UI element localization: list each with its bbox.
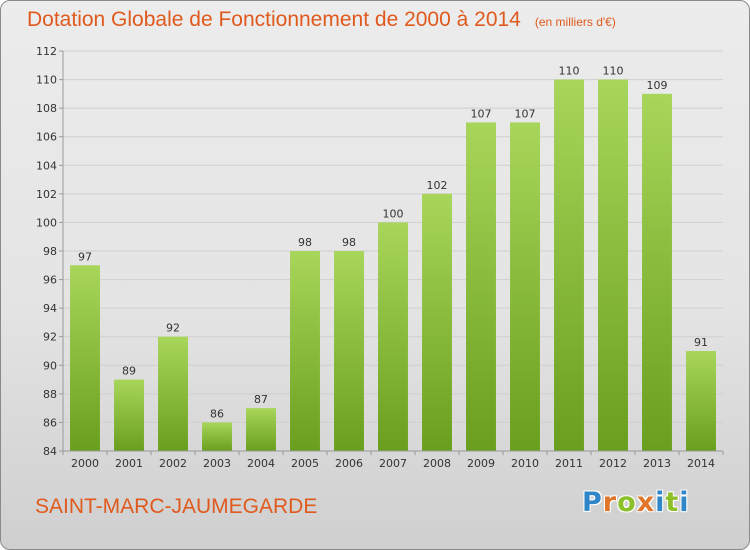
logo-letter: P	[582, 487, 603, 518]
proxiti-logo: Proxiti	[582, 487, 690, 518]
bar	[554, 79, 584, 452]
y-tick-label: 108	[36, 102, 57, 115]
y-tick-label: 96	[43, 274, 57, 287]
unit-subtitle: (en milliers d'€)	[534, 15, 616, 29]
x-tick-label: 2002	[159, 457, 187, 470]
y-tick-label: 102	[36, 188, 57, 201]
bar	[642, 93, 672, 451]
bar	[422, 193, 452, 451]
y-tick-label: 100	[36, 216, 57, 229]
x-tick-label: 2004	[247, 457, 275, 470]
data-label: 89	[122, 365, 136, 378]
data-label: 91	[694, 336, 708, 349]
data-label: 92	[166, 322, 180, 335]
y-tick-label: 104	[36, 159, 57, 172]
data-label: 110	[559, 65, 580, 78]
chart-title: Dotation Globale de Fonctionnement de 20…	[27, 8, 616, 32]
y-tick-label: 94	[43, 302, 57, 315]
x-tick-label: 2000	[71, 457, 99, 470]
bar	[202, 422, 232, 451]
bar	[378, 222, 408, 451]
data-label: 86	[210, 407, 224, 420]
y-tick-label: 88	[43, 388, 57, 401]
x-tick-label: 2011	[555, 457, 583, 470]
data-label: 97	[78, 250, 92, 263]
x-tick-label: 2007	[379, 457, 407, 470]
data-label: 107	[471, 107, 492, 120]
data-label: 109	[647, 79, 668, 92]
logo-letter: x	[636, 487, 656, 518]
x-tick-label: 2013	[643, 457, 671, 470]
x-tick-label: 2003	[203, 457, 231, 470]
logo-letter: i	[655, 487, 666, 518]
y-tick-label: 92	[43, 331, 57, 344]
bar	[290, 251, 320, 451]
bar	[158, 336, 188, 451]
data-label: 98	[298, 236, 312, 249]
commune-name: SAINT-MARC-JAUMEGARDE	[35, 495, 318, 518]
bar	[598, 79, 628, 452]
y-tick-label: 86	[43, 416, 57, 429]
bar	[70, 265, 100, 451]
x-tick-label: 2014	[687, 457, 715, 470]
data-label: 87	[254, 393, 268, 406]
bar	[114, 379, 144, 451]
logo-letter: t	[665, 487, 680, 518]
y-tick-label: 84	[43, 445, 57, 458]
data-label: 102	[427, 179, 448, 192]
y-tick-label: 98	[43, 245, 57, 258]
y-tick-label: 110	[36, 74, 57, 87]
data-label: 110	[603, 65, 624, 78]
x-tick-label: 2008	[423, 457, 451, 470]
bar-chart: 84 86 88 90 92 94 96 98 100 102 104 106 108 110 112 97 2…	[36, 45, 724, 470]
labels: 84 86 88 90 92 94 96 98 100 102 104 106 108 110 112 97 2…	[36, 45, 715, 470]
x-tick-label: 2005	[291, 457, 319, 470]
y-tick-label: 112	[36, 45, 57, 58]
logo-letter: i	[679, 487, 690, 518]
data-label: 100	[383, 207, 404, 220]
axes	[59, 50, 724, 455]
data-label: 98	[342, 236, 356, 249]
y-tick-label: 90	[43, 359, 57, 372]
x-tick-label: 2010	[511, 457, 539, 470]
bar	[246, 408, 276, 451]
x-tick-label: 2006	[335, 457, 363, 470]
x-tick-label: 2009	[467, 457, 495, 470]
bars	[70, 79, 716, 452]
bar	[510, 122, 540, 451]
bar	[686, 351, 716, 451]
x-tick-label: 2012	[599, 457, 627, 470]
logo-letter: o	[617, 487, 637, 518]
bar	[334, 251, 364, 451]
title-text: Dotation Globale de Fonctionnement de 20…	[27, 8, 521, 31]
x-tick-label: 2001	[115, 457, 143, 470]
data-label: 107	[515, 107, 536, 120]
bar	[466, 122, 496, 451]
logo-letter: r	[602, 487, 618, 518]
y-tick-label: 106	[36, 131, 57, 144]
